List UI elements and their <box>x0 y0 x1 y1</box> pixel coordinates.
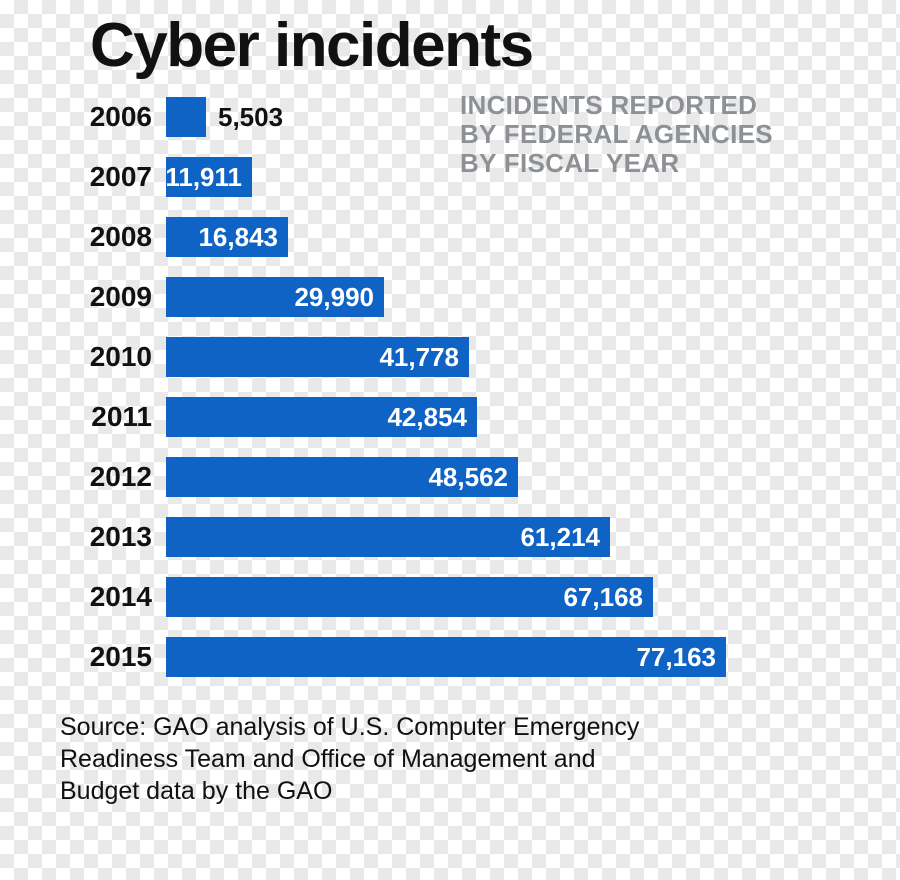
bar-value: 77,163 <box>636 642 716 673</box>
bar-track: 11,911 <box>166 157 860 197</box>
bar-rows: 20065,503200711,911200816,843200929,9902… <box>60 87 860 687</box>
bar: 77,163 <box>166 637 726 677</box>
year-label: 2009 <box>60 281 166 313</box>
bar-track: 5,503 <box>166 97 860 137</box>
year-label: 2006 <box>60 101 166 133</box>
year-label: 2008 <box>60 221 166 253</box>
bar-row: 2014 67,168 <box>60 567 860 627</box>
year-label: 2011 <box>60 401 166 433</box>
bar-track: 61,214 <box>166 517 860 557</box>
year-label: 2012 <box>60 461 166 493</box>
bar-track: 48,562 <box>166 457 860 497</box>
source-note: Source: GAO analysis of U.S. Computer Em… <box>60 711 680 807</box>
year-label: 2014 <box>60 581 166 613</box>
bar: 48,562 <box>166 457 518 497</box>
bar-value: 41,778 <box>379 342 459 373</box>
bar: 11,911 <box>166 157 252 197</box>
chart-stage: Cyber incidents INCIDENTS REPORTED BY FE… <box>0 0 900 880</box>
bar-row: 2012 48,562 <box>60 447 860 507</box>
bar-row: 2008 16,843 <box>60 207 860 267</box>
bar-value: 42,854 <box>387 402 467 433</box>
bar-value: 29,990 <box>294 282 374 313</box>
bar-value: 61,214 <box>520 522 600 553</box>
year-label: 2015 <box>60 641 166 673</box>
year-label: 2010 <box>60 341 166 373</box>
bar-track: 42,854 <box>166 397 860 437</box>
bar-track: 16,843 <box>166 217 860 257</box>
bar-value: 5,503 <box>206 102 283 133</box>
bar-row: 2011 42,854 <box>60 387 860 447</box>
bar: 16,843 <box>166 217 288 257</box>
bar-row: 2013 61,214 <box>60 507 860 567</box>
bar-track: 77,163 <box>166 637 860 677</box>
bar-track: 41,778 <box>166 337 860 377</box>
bar-track: 29,990 <box>166 277 860 317</box>
chart-title: Cyber incidents <box>90 10 860 81</box>
bar-row: 2009 29,990 <box>60 267 860 327</box>
bar-value: 67,168 <box>563 582 643 613</box>
bar-value: 11,911 <box>165 162 242 193</box>
bar: 42,854 <box>166 397 477 437</box>
bar-value: 48,562 <box>428 462 508 493</box>
bar: 41,778 <box>166 337 469 377</box>
bar-value: 16,843 <box>198 222 278 253</box>
bar-track: 67,168 <box>166 577 860 617</box>
bar: 29,990 <box>166 277 384 317</box>
year-label: 2013 <box>60 521 166 553</box>
year-label: 2007 <box>60 161 166 193</box>
bar: 67,168 <box>166 577 653 617</box>
bar: 61,214 <box>166 517 610 557</box>
bar-row: 2015 77,163 <box>60 627 860 687</box>
chart-area: INCIDENTS REPORTED BY FEDERAL AGENCIES B… <box>60 87 860 687</box>
bar-row: 2010 41,778 <box>60 327 860 387</box>
bar <box>166 97 206 137</box>
